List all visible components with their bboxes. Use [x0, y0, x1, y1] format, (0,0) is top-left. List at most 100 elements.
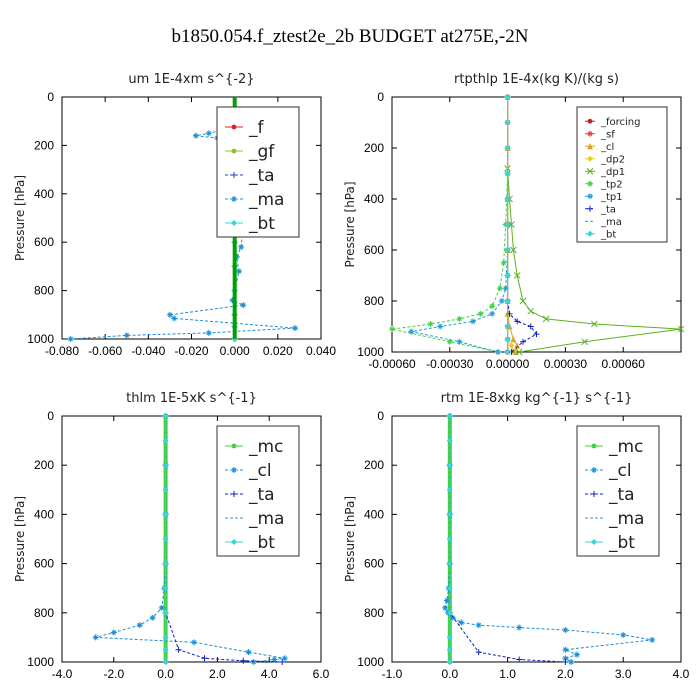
legend-marker [231, 443, 237, 449]
data-point [149, 614, 156, 621]
y-axis-label: Pressure [hPa] [343, 181, 357, 267]
data-point [67, 336, 74, 342]
data-point [496, 285, 503, 292]
data-point [590, 320, 598, 328]
legend-label: _ma [600, 217, 622, 228]
data-point [489, 303, 496, 310]
data-point [389, 326, 395, 333]
x-tick-label: -0.020 [174, 344, 208, 358]
data-point [238, 244, 245, 251]
data-point [162, 659, 169, 665]
data-point [527, 323, 534, 330]
y-tick-label: 200 [34, 138, 54, 152]
legend-label: _cl [608, 461, 632, 481]
data-point [229, 297, 236, 304]
legend-marker [587, 155, 593, 162]
data-point [437, 323, 444, 330]
y-tick-label: 1000 [357, 655, 384, 669]
x-tick-label: 0.000 [220, 344, 250, 358]
data-point [162, 536, 169, 542]
data-point [162, 486, 169, 493]
x-tick-label: -1.0 [382, 667, 403, 681]
y-tick-label: 600 [364, 243, 384, 257]
y-tick-label: 800 [364, 606, 384, 620]
legend: _mc _cl _ta _ma _bt [216, 425, 300, 557]
legend-label: _gf [248, 142, 275, 162]
data-point [442, 604, 449, 611]
legend-marker [591, 443, 597, 449]
legend-marker [591, 491, 597, 497]
panel-3: thlm 1E-5xK s^{-1} Pressure [hPa] -4.0 -2.0… [13, 391, 330, 681]
data-point [527, 307, 535, 315]
legend-box [216, 106, 300, 238]
legend-label: _f [248, 118, 265, 138]
legend-label: _ma [608, 509, 644, 529]
y-tick-label: 800 [34, 284, 54, 298]
data-point [477, 310, 484, 317]
series-tp1 [408, 247, 511, 355]
x-tick-label: 2.0 [557, 667, 574, 681]
legend-label: _tp2 [600, 179, 623, 190]
data-point [500, 259, 507, 266]
x-tick-label: -0.080 [45, 344, 79, 358]
y-tick-label: 800 [34, 606, 54, 620]
data-point [162, 646, 169, 653]
data-point [475, 622, 482, 629]
y-tick-label: 800 [364, 294, 384, 308]
y-tick-label: 400 [34, 187, 54, 201]
legend-marker [587, 230, 593, 237]
data-point [281, 655, 288, 662]
legend-marker [231, 172, 237, 178]
data-point [514, 318, 521, 325]
legend: _mc _cl _ta _ma _bt [576, 425, 660, 557]
data-point [292, 325, 299, 332]
data-point [446, 338, 453, 345]
y-axis-label: Pressure [hPa] [13, 175, 27, 261]
legend-marker [587, 193, 593, 200]
data-point [427, 320, 434, 327]
legend-marker [587, 205, 593, 212]
legend-marker [231, 220, 237, 226]
legend-marker [591, 539, 597, 545]
figure-title: b1850.054.f_ztest2e_2b BUDGET at275E,-2N [172, 26, 529, 47]
data-point [562, 655, 569, 662]
data-point [446, 413, 453, 419]
legend-label: _ta [248, 166, 275, 186]
y-tick-label: 400 [364, 192, 384, 206]
data-point [504, 196, 511, 202]
data-point [446, 511, 453, 518]
data-point [504, 170, 511, 177]
data-point [516, 624, 523, 631]
x-tick-label: 4.0 [673, 667, 690, 681]
data-point [110, 629, 117, 636]
y-tick-label: 600 [364, 557, 384, 571]
data-point [271, 656, 278, 663]
data-point [175, 646, 182, 653]
data-point [250, 659, 257, 665]
data-point [136, 622, 143, 629]
data-point [240, 302, 247, 309]
panel-title: thlm 1E-5xK s^{-1} [126, 391, 257, 406]
y-tick-label: 400 [34, 507, 54, 521]
legend-label: _tp1 [600, 192, 623, 203]
y-tick-label: 200 [364, 458, 384, 472]
legend-label: _ta [248, 485, 275, 505]
data-point [489, 310, 496, 317]
panel-title: um 1E-4xm s^{-2} [128, 72, 254, 87]
data-point [504, 221, 511, 228]
data-point [502, 285, 509, 292]
data-point [504, 336, 511, 343]
legend-label: _cl [600, 142, 614, 153]
data-point [446, 634, 453, 641]
data-point [562, 646, 569, 653]
y-axis-label: Pressure [hPa] [13, 496, 27, 582]
y-tick-label: 0 [47, 90, 54, 104]
legend-label: _mc [248, 437, 283, 457]
legend-label: _bt [248, 214, 275, 234]
data-point [446, 462, 453, 469]
legend-marker [587, 143, 593, 150]
series-line [391, 173, 509, 353]
data-point [677, 325, 685, 333]
data-point [562, 627, 569, 634]
data-point [162, 437, 169, 444]
